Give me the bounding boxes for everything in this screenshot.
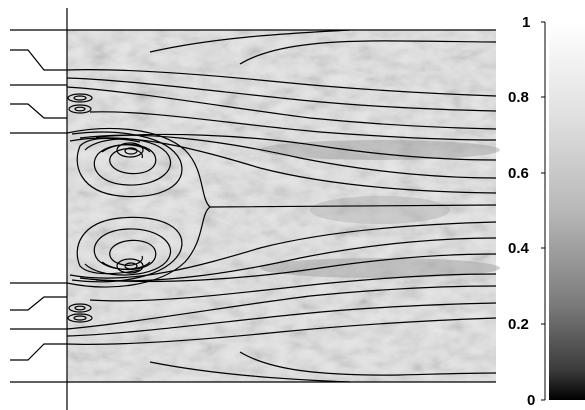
lower-corner-eddy-2 (67, 313, 93, 323)
upper-corner-eddy (67, 93, 93, 103)
streamline (66, 285, 497, 330)
upper-vortex-core (116, 142, 144, 158)
lower-vortex-separatrix (66, 206, 211, 288)
lower-corner-eddy-inner (74, 305, 86, 311)
upper-corner-eddy-2 (68, 104, 92, 114)
colorbar-ticks (541, 21, 545, 401)
wake-center-region (310, 196, 450, 224)
upper-vortex-core-inner (124, 147, 138, 155)
lower-vortex-outer (71, 216, 183, 283)
colorbar-label-0.2: 0.2 (508, 316, 529, 333)
colorbar-label-0.8: 0.8 (508, 89, 529, 106)
streamline (95, 133, 497, 161)
inlet-line-1 (10, 49, 67, 71)
streamline (66, 69, 497, 97)
streamline (79, 237, 497, 282)
colorbar-label-1: 1 (522, 14, 530, 31)
streamline (149, 29, 351, 53)
streamline (69, 221, 497, 279)
colorbar-gradient (549, 22, 585, 400)
streamline (239, 40, 497, 65)
streamline (89, 273, 497, 302)
lower-vortex-loop-2 (101, 239, 157, 271)
lower-corner-eddy (68, 303, 92, 313)
colorbar-label-0: 0 (527, 392, 535, 409)
streamline (89, 111, 497, 141)
streamline (66, 317, 497, 345)
shear-layer-upper (260, 140, 500, 160)
colorbar-label-0.4: 0.4 (508, 240, 530, 257)
lower-vortex-core (116, 258, 144, 274)
upper-vortex-separatrix (66, 127, 497, 208)
inlet-line-6 (10, 296, 67, 311)
upper-corner-eddy-2-inner (74, 106, 86, 112)
streamline (66, 302, 497, 337)
inlet-line-8 (10, 343, 67, 361)
streamlines (66, 29, 497, 383)
lower-corner-eddy-2-inner (73, 315, 87, 321)
streamline (66, 86, 497, 130)
shear-layer-lower (260, 258, 500, 278)
colorbar-label-0.6: 0.6 (508, 165, 529, 182)
streamline (66, 77, 497, 112)
streamline (95, 253, 497, 283)
inlet-line-3 (10, 103, 67, 119)
streamline (69, 137, 497, 194)
streamline (239, 351, 497, 376)
lower-vortex-core-inner (124, 262, 138, 270)
streamline (149, 361, 351, 383)
inlet-walls (10, 8, 496, 410)
upper-corner-eddy-inner (73, 95, 87, 101)
streamline (79, 134, 497, 179)
upper-vortex-outer (71, 131, 183, 198)
colorbar: 1 0.8 0.6 0.4 0.2 0 (508, 14, 585, 409)
